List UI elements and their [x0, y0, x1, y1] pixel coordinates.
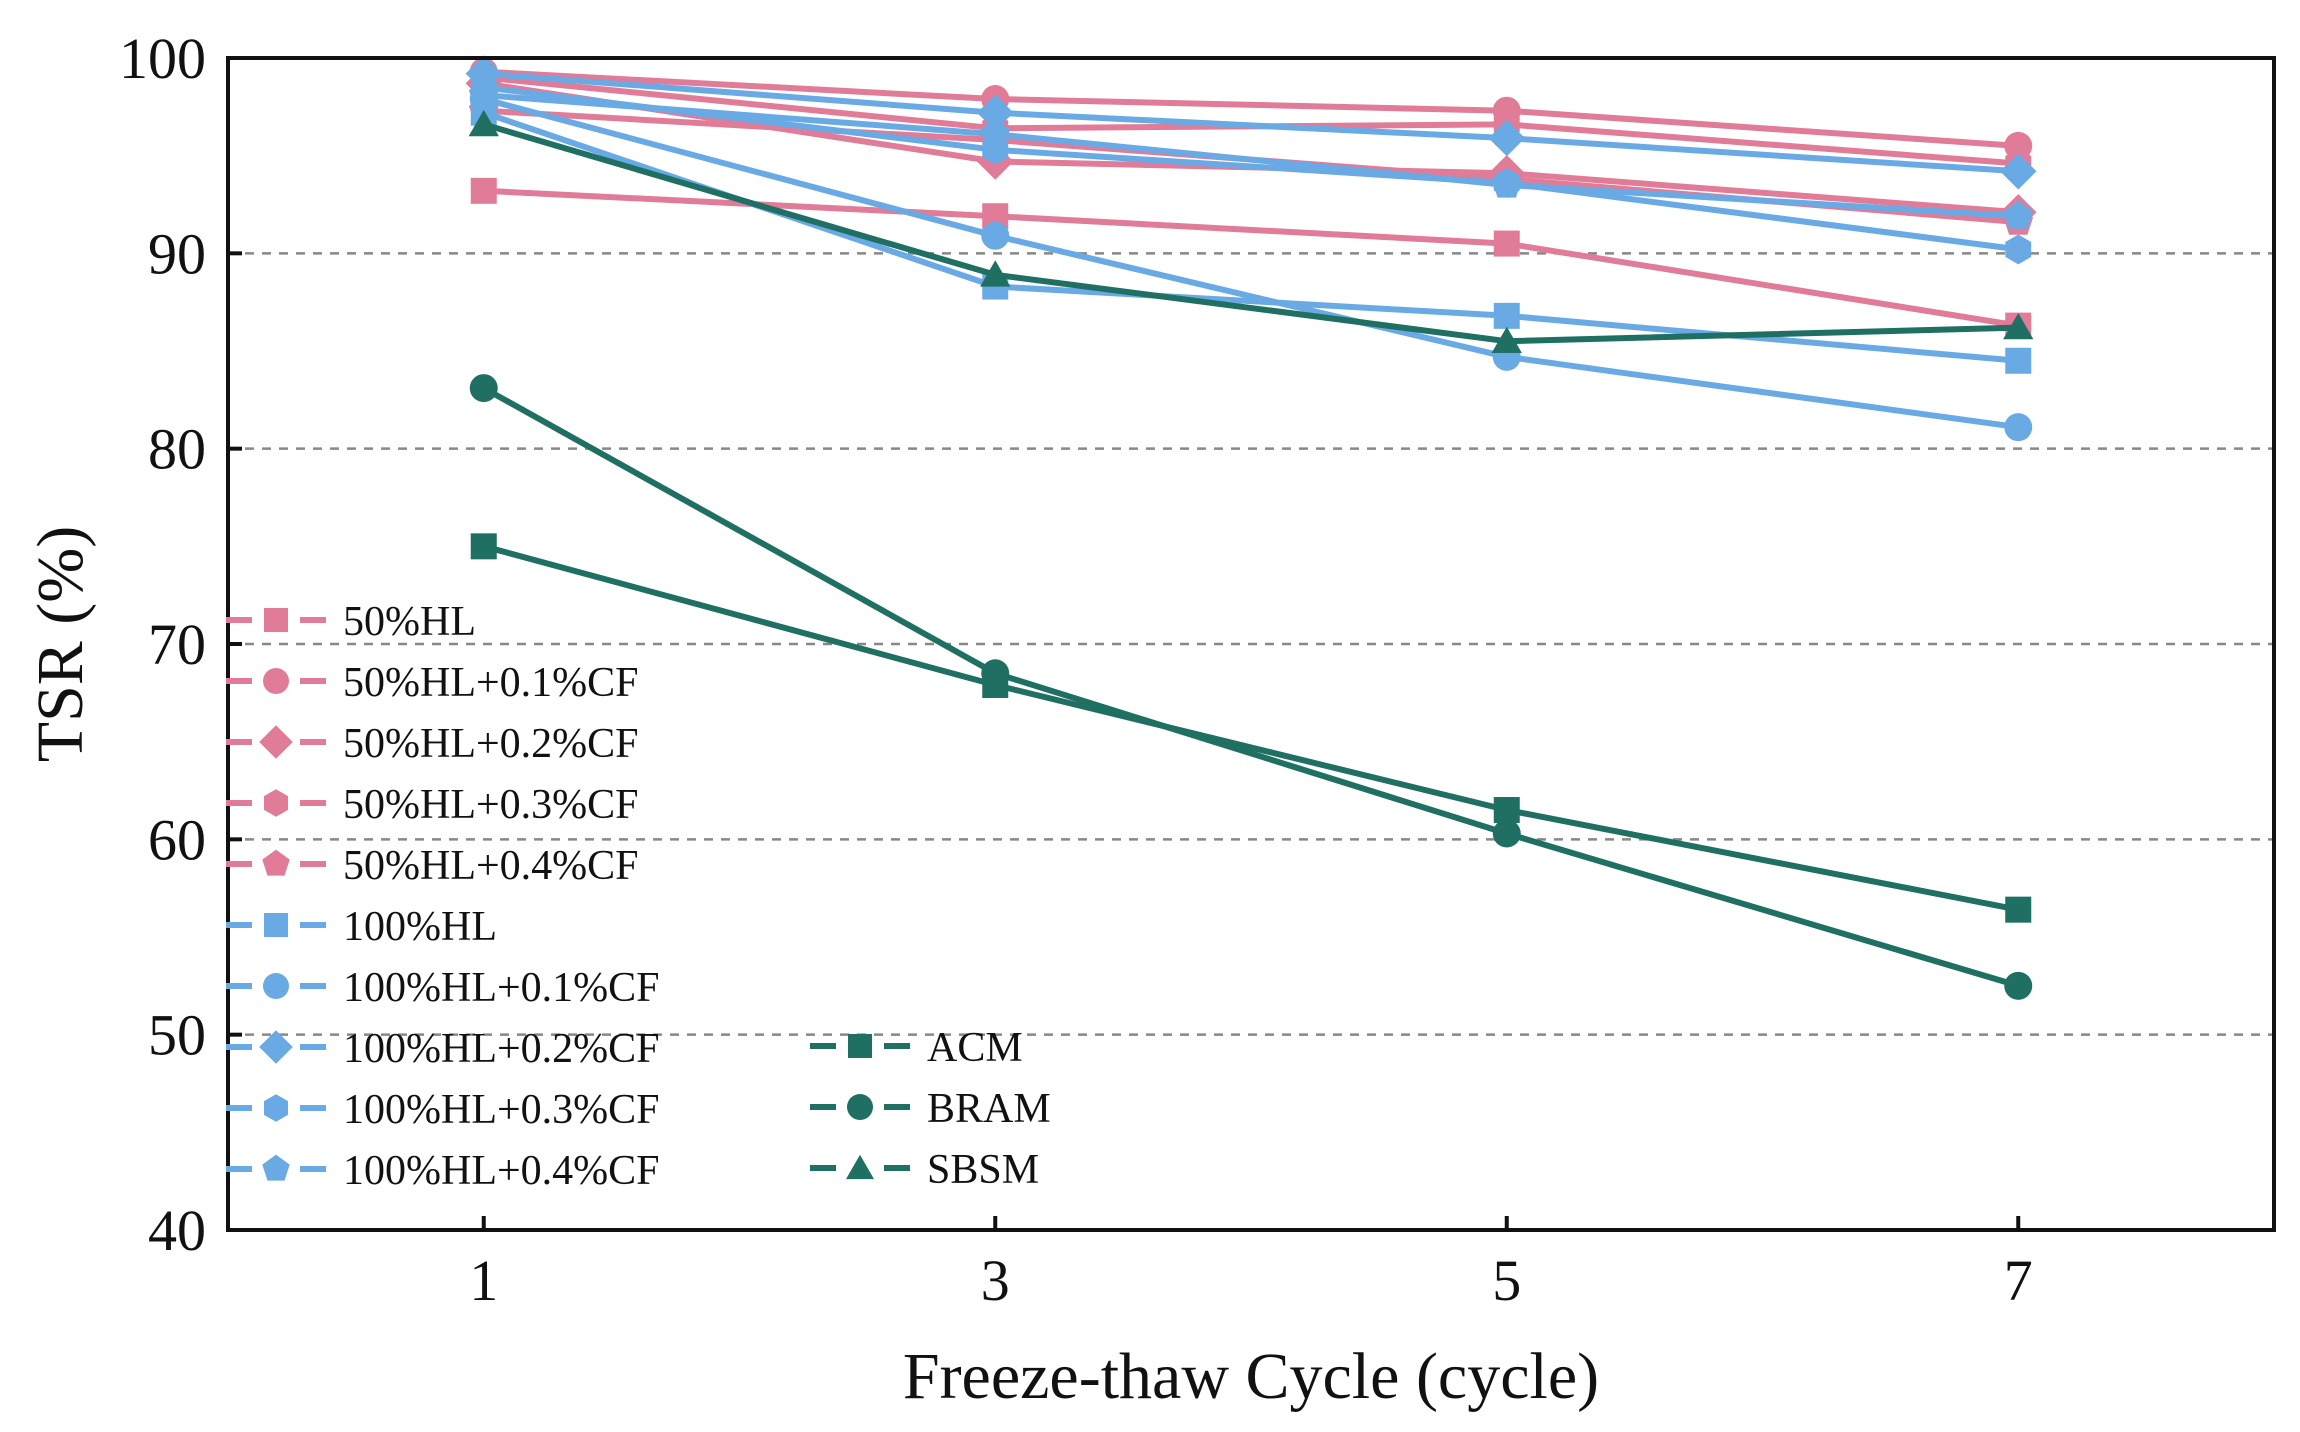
point-100pcthl-plus-0-4pctcf-7	[2003, 200, 2034, 229]
x-tick-label-5: 5	[1492, 1248, 1521, 1313]
legend-marker-square	[264, 913, 288, 937]
legend-label: 50%HL+0.1%CF	[343, 660, 639, 706]
point-100pcthl-7	[2005, 347, 2032, 374]
point-100pcthl-plus-0-3pctcf-7	[2005, 234, 2032, 265]
series-line-100pcthl-plus-0-1pctcf	[483, 96, 2019, 431]
y-tick-label-70: 70	[148, 612, 206, 677]
legend-marker-pentagon	[262, 1154, 290, 1181]
point-100pcthl-plus-0-2pctcf-3	[977, 94, 1014, 131]
y-tick-label-50: 50	[148, 1003, 206, 1068]
series-layer	[465, 55, 2037, 1000]
legend-label: ACM	[927, 1025, 1023, 1071]
x-axis-title: Freeze-thaw Cycle (cycle)	[903, 1340, 1599, 1413]
point-bram-1	[469, 374, 498, 403]
grid-lines	[228, 252, 2274, 1036]
x-tick-label-3: 3	[981, 1248, 1010, 1313]
series-sbsm	[468, 109, 2034, 353]
point-bram-7	[2004, 971, 2033, 1000]
legend-marker-pentagon	[262, 849, 290, 876]
legend-item-50pcthl-plus-0-3pctcf: 50%HL+0.3%CF	[226, 782, 639, 828]
point-100pcthl-plus-0-4pctcf-3	[980, 118, 1011, 147]
legend-item-50pcthl-plus-0-2pctcf: 50%HL+0.2%CF	[226, 721, 639, 767]
point-50pcthl-1	[470, 177, 497, 204]
legend-label: 50%HL+0.4%CF	[343, 843, 639, 889]
series-line-100pcthl-plus-0-2pctcf	[483, 70, 2019, 175]
y-axis-title: TSR (%)	[24, 526, 97, 762]
series-acm	[470, 533, 2032, 923]
legend-label: 50%HL	[343, 599, 476, 645]
axes: 40 50 60 70 80 90 100 1 3 5 7	[119, 26, 2033, 1313]
legend-label: 100%HL+0.1%CF	[343, 965, 660, 1011]
point-100pcthl-plus-0-1pctcf-7	[2004, 413, 2033, 442]
point-sbsm-7	[2003, 313, 2034, 340]
series-line-100pcthl	[482, 109, 2019, 364]
point-acm-7	[2005, 896, 2032, 923]
series-100pcthl-plus-0-4pctcf	[468, 79, 2034, 229]
legend-item-100pcthl-plus-0-1pctcf: 100%HL+0.1%CF	[226, 965, 660, 1011]
point-100pcthl-plus-0-4pctcf-5	[1491, 169, 1522, 198]
series-line-bram	[482, 385, 2020, 989]
legend-marker-circle	[263, 973, 289, 999]
point-bram-5	[1492, 819, 1521, 848]
point-sbsm-3	[980, 260, 1011, 287]
series-line-100pcthl-plus-0-3pctcf	[483, 84, 2019, 253]
series-line-100pcthl-plus-0-4pctcf	[483, 92, 2019, 220]
legend-label: BRAM	[927, 1086, 1051, 1132]
point-100pcthl-5	[1493, 302, 1520, 329]
y-tick-label-100: 100	[119, 26, 206, 91]
point-50pcthl-5	[1493, 230, 1520, 257]
legend-marker-diamond	[259, 1030, 293, 1064]
legend-label: 100%HL+0.2%CF	[343, 1026, 660, 1072]
legend-marker-triangle	[846, 1154, 874, 1180]
legend-item-100pcthl-plus-0-3pctcf: 100%HL+0.3%CF	[226, 1087, 660, 1133]
legend-marker-circle	[263, 668, 289, 694]
y-tick-label-60: 60	[148, 807, 206, 872]
series-50pcthl	[470, 177, 2032, 339]
legend-label: 100%HL+0.4%CF	[343, 1148, 660, 1194]
legend-marker-square	[264, 608, 288, 632]
legend-marker-square	[848, 1034, 872, 1058]
legend-item-bram: BRAM	[810, 1086, 1051, 1132]
legend-label: SBSM	[927, 1147, 1039, 1193]
series-100pcthl-plus-0-1pctcf	[469, 85, 2033, 442]
point-100pcthl-plus-0-2pctcf-5	[1488, 119, 1525, 157]
y-tick-label-40: 40	[148, 1198, 206, 1263]
y-tick-label-90: 90	[148, 221, 206, 286]
legend-item-100pcthl-plus-0-2pctcf: 100%HL+0.2%CF	[226, 1026, 660, 1072]
point-acm-1	[470, 533, 497, 560]
point-100pcthl-plus-0-1pctcf-3	[981, 221, 1010, 250]
legend-item-50pcthl: 50%HL	[226, 599, 476, 645]
legend-item-sbsm: SBSM	[810, 1147, 1039, 1193]
x-tick-label-1: 1	[469, 1248, 498, 1313]
point-acm-5	[1493, 797, 1520, 824]
series-line-50pcthl-plus-0-1pctcf	[483, 68, 2019, 149]
legend-label: 50%HL+0.2%CF	[343, 721, 639, 767]
legend-label: 50%HL+0.3%CF	[343, 782, 639, 828]
legend-item-100pcthl-plus-0-4pctcf: 100%HL+0.4%CF	[226, 1148, 660, 1194]
legend-marker-hexagon	[264, 789, 288, 817]
legend-label: 100%HL+0.3%CF	[343, 1087, 660, 1133]
legend-item-50pcthl-plus-0-1pctcf: 50%HL+0.1%CF	[226, 660, 639, 706]
x-tick-label-7: 7	[2004, 1248, 2033, 1313]
legend-marker-circle	[847, 1094, 873, 1120]
legend-item-acm: ACM	[810, 1025, 1023, 1071]
y-tick-label-80: 80	[148, 417, 206, 482]
legend: 50%HL 50%HL+0.1%CF 50%HL+0.2%CF 50%HL+0.3%C…	[226, 599, 1051, 1194]
series-bram	[469, 374, 2033, 1000]
point-bram-3	[981, 659, 1010, 688]
series-line-sbsm	[482, 121, 2019, 345]
point-100pcthl-plus-0-2pctcf-7	[2000, 153, 2037, 190]
legend-label: 100%HL	[343, 904, 497, 950]
point-sbsm-1	[468, 109, 499, 137]
point-sbsm-5	[1491, 326, 1522, 353]
point-100pcthl-plus-0-4pctcf-1	[468, 79, 499, 108]
legend-marker-hexagon	[264, 1094, 288, 1122]
series-line-50pcthl	[483, 187, 2019, 329]
legend-marker-diamond	[259, 725, 293, 759]
legend-item-50pcthl-plus-0-4pctcf: 50%HL+0.4%CF	[226, 843, 639, 889]
legend-item-100pcthl: 100%HL	[226, 904, 497, 950]
series-line-acm	[483, 543, 2019, 913]
